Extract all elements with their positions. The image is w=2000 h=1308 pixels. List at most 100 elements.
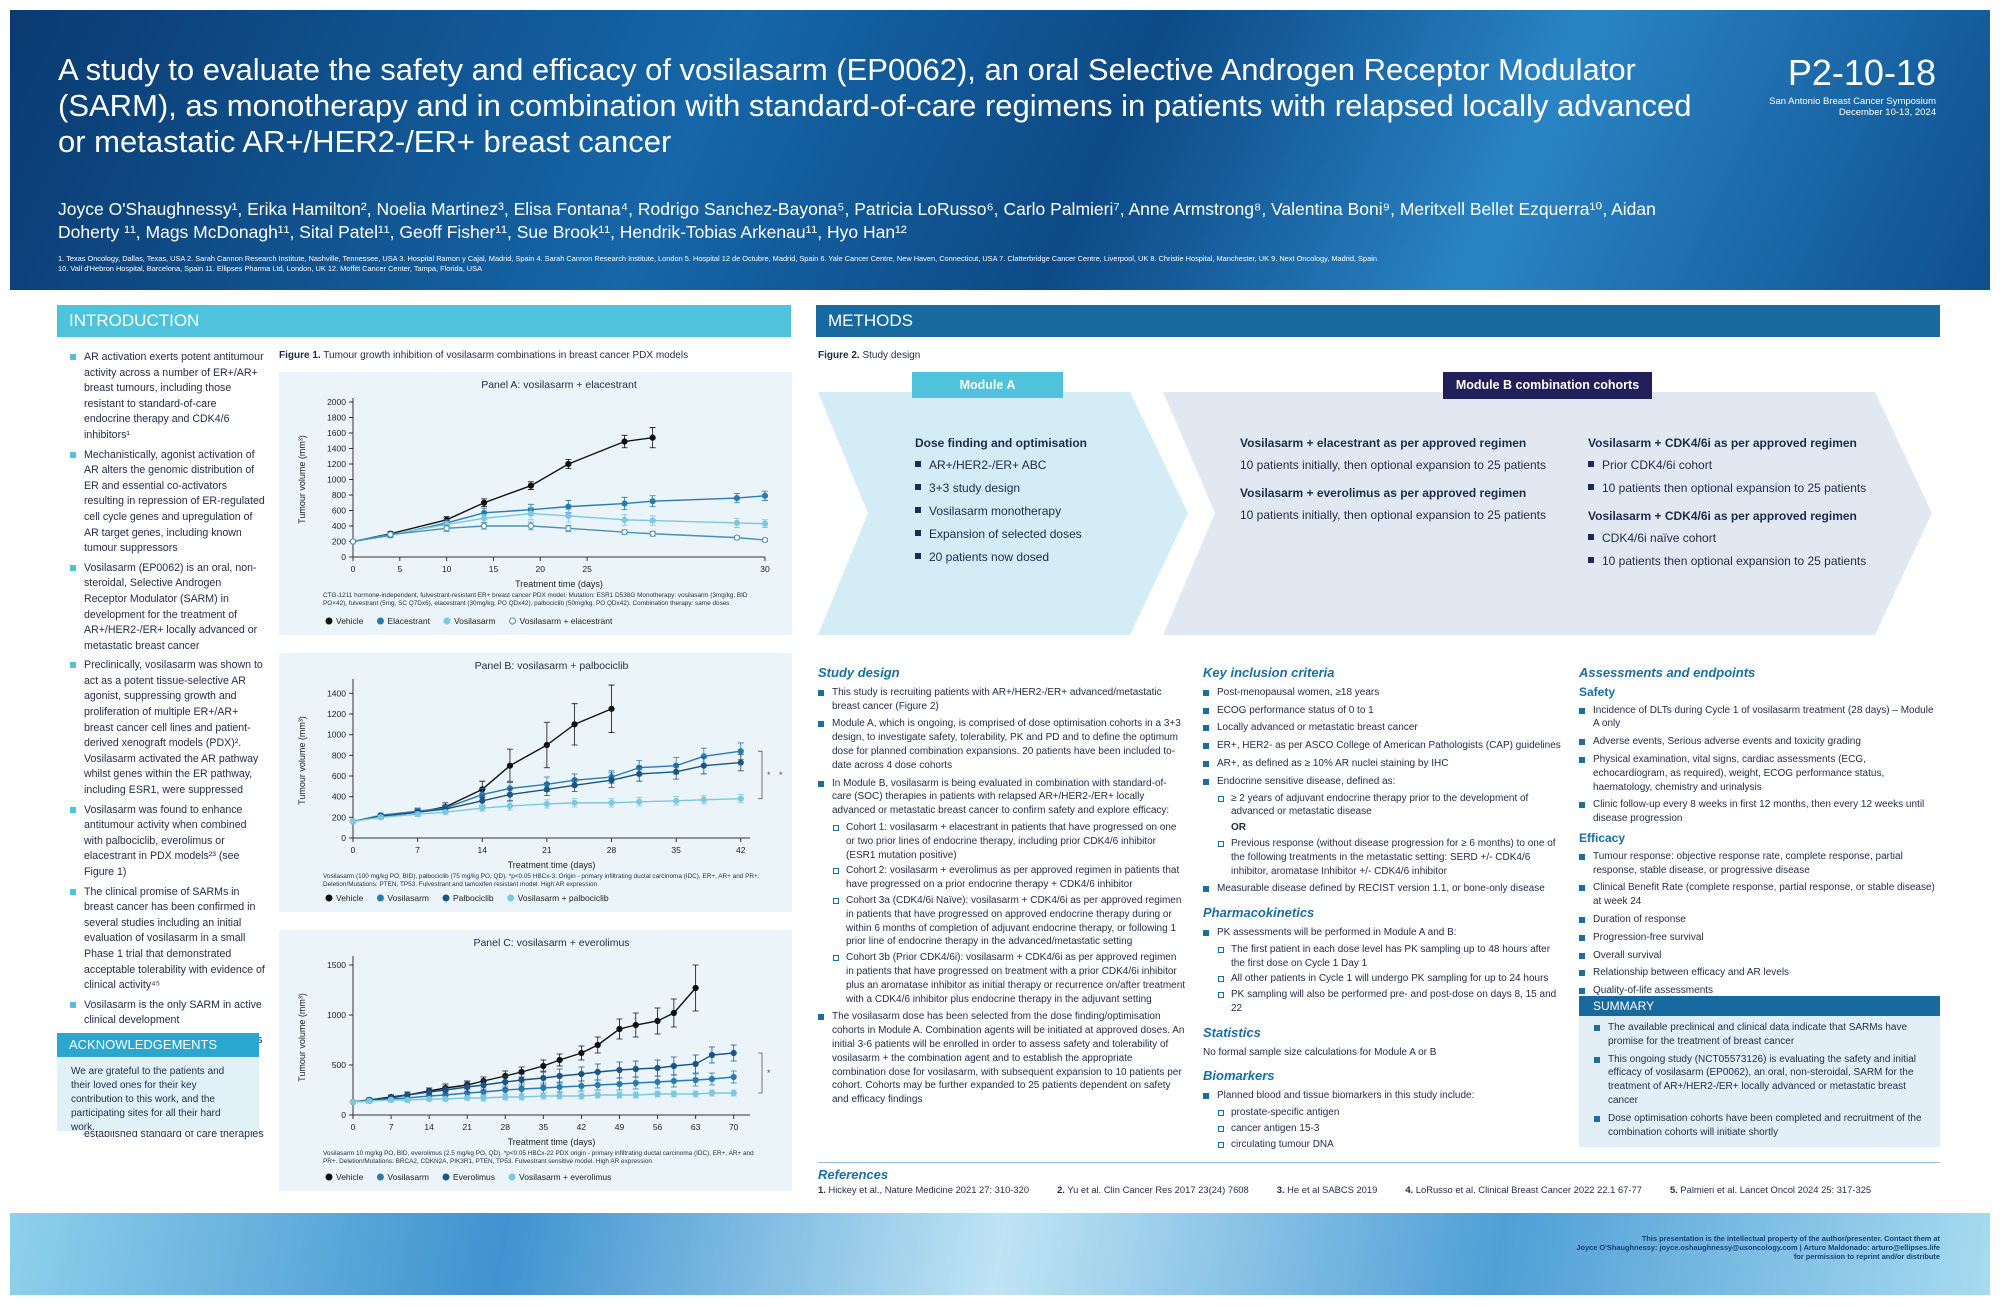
y-tick-label: 0 <box>341 1110 346 1120</box>
legend-swatch <box>442 1173 450 1181</box>
data-point <box>540 1062 547 1070</box>
data-point <box>543 786 550 793</box>
legend-swatch <box>376 894 384 902</box>
reference-text: He et al SABCS 2019 <box>1287 1184 1378 1195</box>
chart-note: CTG-1211 hormone-independent, fulvestran… <box>323 592 748 607</box>
data-point <box>571 721 578 728</box>
data-point <box>621 516 628 523</box>
poster-id: P2-10-18 <box>1787 52 1936 93</box>
data-point <box>480 499 488 506</box>
data-point <box>518 1085 525 1093</box>
x-tick-label: 28 <box>607 845 617 855</box>
cohort-heading: Vosilasarm + CDK4/6i as per approved reg… <box>1588 436 1857 450</box>
data-point <box>649 498 656 505</box>
bullet: This study is recruiting patients with A… <box>818 686 1186 714</box>
data-point <box>761 520 769 527</box>
group-heading: Efficacy <box>1579 830 1626 845</box>
data-point <box>426 1088 433 1096</box>
legend-label: Everolimus <box>453 1172 495 1182</box>
bullet: AR activation exerts potent antitumour a… <box>70 350 265 444</box>
cohort-heading: Vosilasarm + elacestrant as per approved… <box>1240 436 1527 450</box>
sub-list: prostate-specific antigen cancer antigen … <box>1217 1106 1565 1151</box>
legend-label: Vosilasarm <box>387 893 429 903</box>
data-point <box>700 796 707 803</box>
legend-label: Elacestrant <box>387 616 430 626</box>
x-tick-label: 42 <box>736 845 746 855</box>
data-point <box>480 1094 487 1102</box>
data-point <box>480 1081 487 1089</box>
data-point <box>527 482 535 489</box>
bullet: Endocrine sensitive disease, defined as:… <box>1203 775 1565 879</box>
bullet: Clinical Benefit Rate (complete response… <box>1579 881 1941 909</box>
data-point <box>387 531 394 538</box>
legend-swatch <box>443 617 451 625</box>
methods-column: Study design This study is recruiting pat… <box>818 656 1186 1111</box>
sub-bullet: Cohort 1: vosilasarm + elacestrant in pa… <box>832 821 1186 862</box>
reference: 3. He et al SABCS 2019 <box>1277 1184 1392 1195</box>
data-point <box>594 1068 601 1076</box>
y-tick-label: 500 <box>332 1060 346 1070</box>
data-point <box>464 1083 471 1091</box>
y-tick-label: 1200 <box>327 459 346 469</box>
group-heading: Safety <box>1579 684 1616 699</box>
bullet: The clinical promise of SARMs in breast … <box>70 885 265 994</box>
affiliations: 1. Texas Oncology, Dallas, Texas, USA 2.… <box>58 254 1558 274</box>
data-point <box>730 1089 737 1097</box>
footer-text: This presentation is the intellectual pr… <box>1576 1234 1940 1261</box>
module-a-chevron <box>818 392 1188 635</box>
reference: 5. Palmieri et al. Lancet Oncol 2024 25:… <box>1670 1184 1885 1195</box>
data-point <box>636 770 643 778</box>
data-point <box>479 797 486 804</box>
header-band <box>10 10 1990 290</box>
chart: Panel B: vosilasarm + palbociclib 0 200 400… <box>297 660 783 903</box>
bullet: Adverse events, Serious adverse events a… <box>1579 735 1941 749</box>
legend-label: Vosilasarm + everolimus <box>519 1172 611 1182</box>
data-point <box>506 791 514 798</box>
cohort-text: 10 patients initially, then optional exp… <box>1240 458 1546 472</box>
data-point <box>556 1072 563 1080</box>
cohort-heading: Vosilasarm + everolimus as per approved … <box>1240 486 1527 500</box>
y-tick-label: 600 <box>332 506 346 516</box>
section-bar: METHODS <box>816 305 1940 337</box>
data-point <box>737 795 744 802</box>
bullet: Incidence of DLTs during Cycle 1 of vosi… <box>1579 704 1941 732</box>
data-point <box>502 1078 509 1086</box>
data-point <box>480 515 488 522</box>
reference: 1. Hickey et al., Nature Medicine 2021 2… <box>818 1184 1043 1195</box>
caption-text: Study design <box>862 350 921 361</box>
data-point <box>556 1056 563 1064</box>
data-point <box>761 536 769 544</box>
sub-bullet: ≥ 2 years of adjuvant endocrine therapy … <box>1217 792 1565 820</box>
reference-text: Yu et al. Clin Cancer Res 2017 23(24) 76… <box>1067 1184 1249 1195</box>
methods-column: Key inclusion criteria Post-menopausal wo… <box>1203 656 1565 1155</box>
data-point <box>733 495 741 502</box>
chart-title: Panel C: vosilasarm + everolimus <box>473 937 629 949</box>
data-point <box>708 1075 716 1083</box>
data-point <box>608 705 615 712</box>
sub-list: Cohort 1: vosilasarm + elacestrant in pa… <box>832 821 1186 1006</box>
bullet: Tumour response: objective response rate… <box>1579 850 1941 878</box>
footer-band <box>10 1213 1990 1295</box>
data-point <box>479 804 486 812</box>
y-tick-label: 1000 <box>327 475 346 485</box>
separator: OR <box>1231 822 1246 834</box>
sub-bullet: Cohort 2: vosilasarm + everolimus as per… <box>832 864 1186 892</box>
data-point <box>621 529 628 536</box>
bullet: Mechanistically, agonist activation of A… <box>70 448 265 557</box>
data-point <box>654 1078 661 1086</box>
chart: Panel C: vosilasarm + everolimus 0 500 1000… <box>297 937 771 1182</box>
data-point <box>692 1060 699 1068</box>
chart-note: Vosilasarm 10 mg/kg PO, BID, everolimus … <box>323 1150 754 1165</box>
bullet: Module A, which is ongoing, is comprised… <box>818 717 1186 772</box>
data-point <box>527 510 535 517</box>
y-tick-label: 200 <box>332 537 346 547</box>
data-point <box>404 1091 411 1099</box>
series-line <box>352 495 766 543</box>
x-tick-label: 7 <box>389 1122 394 1132</box>
data-point <box>616 1066 623 1074</box>
data-point <box>632 1021 639 1029</box>
data-point <box>621 438 628 445</box>
x-tick-label: 10 <box>442 564 452 574</box>
data-point <box>673 768 680 775</box>
bullet-text: PK assessments will be performed in Modu… <box>1217 926 1457 938</box>
